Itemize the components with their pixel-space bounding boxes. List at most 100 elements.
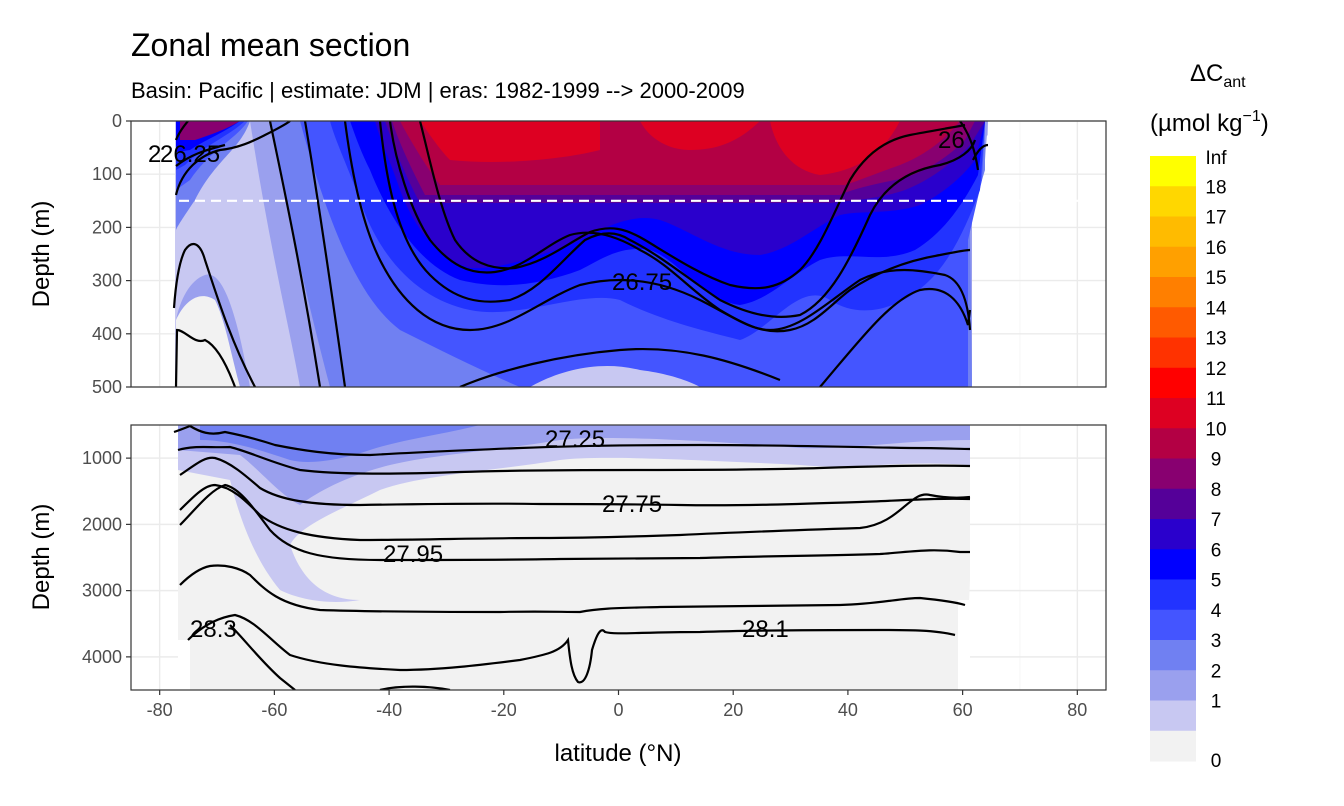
upper-isopycnals: [172, 121, 989, 387]
upper-isopycnal-13: [174, 121, 189, 141]
legend-swatch: [1150, 640, 1196, 671]
upper-y-tick-label: 400: [92, 324, 122, 344]
legend-swatch: [1150, 700, 1196, 732]
x-tick-label: -40: [376, 700, 402, 720]
legend-break-label: 4: [1211, 601, 1222, 622]
x-tick-label: 60: [953, 700, 973, 720]
chart-subtitle: Basin: Pacific | estimate: JDM | eras: 1…: [131, 78, 745, 103]
lower-band-1: [178, 425, 970, 602]
legend-swatch: [1150, 307, 1196, 338]
x-axis-title: latitude (°N): [555, 740, 682, 767]
lower-y-tick-label: 3000: [82, 581, 122, 601]
lower-isopycnal-7: [187, 613, 956, 684]
upper-isopycnal-12: [972, 143, 989, 161]
upper-panel-field: 2 26.25 26 26.75: [131, 121, 1106, 387]
lower-isopycnal-2: [177, 445, 971, 475]
legend-break-label: 0: [1211, 751, 1222, 772]
upper-isopycnal-14: [459, 347, 781, 387]
legend-break-label: 9: [1211, 450, 1222, 471]
legend-break-label: 5: [1211, 571, 1222, 592]
contour-label-upper-2: 26: [938, 127, 965, 154]
legend: ΔCant (µmol kg−1) Inf1817161514131211109…: [1150, 60, 1269, 772]
lower-isopycnal-3: [179, 456, 971, 507]
lower-y-axis-title: Depth (m): [28, 504, 55, 611]
contour-label-lower-1: 27.25: [545, 426, 605, 453]
upper-isopycnal-8: [388, 121, 971, 333]
legend-break-label: 15: [1205, 268, 1226, 289]
legend-swatch: [1150, 186, 1196, 217]
legend-swatch: [1150, 398, 1196, 429]
legend-swatch: [1150, 519, 1196, 550]
lower-right-white: [958, 600, 970, 690]
lower-band-3: [200, 425, 480, 462]
legend-break-label: 11: [1206, 389, 1226, 410]
lower-y-axis: 1000 2000 3000 4000: [82, 448, 131, 667]
legend-color-bar: [1150, 156, 1196, 762]
contour-label-lower-4: 28.3: [190, 616, 237, 643]
upper-isopycnal-5: [268, 121, 322, 387]
x-tick-label: -20: [491, 700, 517, 720]
upper-isopycnal-4: [175, 143, 226, 167]
legend-break-label: 16: [1205, 238, 1226, 259]
lower-isopycnal-9: [379, 685, 451, 690]
lower-isopycnal-8: [229, 624, 296, 690]
legend-swatch: [1150, 337, 1196, 369]
upper-band-11: [420, 121, 900, 175]
legend-break-label: 12: [1205, 359, 1226, 380]
legend-break-label: 1: [1211, 692, 1222, 713]
lower-isopycnals: [173, 425, 971, 690]
upper-isopycnal-11: [959, 121, 980, 171]
legend-swatch: [1150, 156, 1196, 187]
legend-swatch: [1150, 670, 1196, 701]
legend-swatch: [1150, 488, 1196, 520]
upper-y-axis-title: Depth (m): [28, 201, 55, 308]
lower-isopycnal-1: [173, 425, 971, 457]
legend-swatch: [1150, 549, 1196, 580]
upper-isopycnal-6: [303, 121, 347, 387]
contour-label-lower-2: 27.75: [602, 491, 662, 518]
legend-unit: (µmol kg−1): [1150, 108, 1269, 137]
legend-swatch: [1150, 609, 1196, 641]
x-tick-label: 40: [838, 700, 858, 720]
contour-label-lower-3: 27.95: [383, 541, 443, 568]
legend-break-label: 10: [1205, 419, 1226, 440]
legend-swatch: [1150, 579, 1196, 611]
upper-isopycnal-1: [172, 242, 256, 387]
x-tick-label: 80: [1067, 700, 1087, 720]
chart-title: Zonal mean section: [131, 27, 410, 63]
legend-break-label: 14: [1205, 298, 1227, 319]
upper-y-tick-label: 100: [92, 164, 122, 184]
contour-label-lower-5: 28.1: [742, 616, 789, 643]
legend-break-label: 7: [1211, 510, 1222, 531]
lower-y-tick-label: 4000: [82, 647, 122, 667]
legend-break-label: 17: [1205, 208, 1226, 229]
legend-title: ΔCant: [1190, 60, 1246, 91]
x-tick-label: 20: [723, 700, 743, 720]
upper-y-tick-label: 500: [92, 377, 122, 397]
legend-swatch: [1150, 216, 1196, 248]
lower-bottom-white-left: [178, 640, 190, 690]
lower-y-tick-label: 1000: [82, 448, 122, 468]
upper-isopycnal-2: [174, 328, 237, 387]
contour-label-upper-1: 26.25: [160, 141, 220, 168]
legend-swatch: [1150, 458, 1196, 490]
lower-y-tick-label: 2000: [82, 514, 122, 534]
lower-panel: 27.25 27.75 27.95 28.3 28.1: [130, 424, 1107, 691]
upper-isopycnal-10: [418, 121, 966, 290]
lower-isopycnal-5: [179, 483, 970, 562]
legend-swatch: [1150, 246, 1196, 278]
x-tick-label: -80: [147, 700, 173, 720]
upper-y-tick-label: 200: [92, 217, 122, 237]
upper-y-tick-label: 300: [92, 271, 122, 291]
x-tick-label: -60: [261, 700, 287, 720]
contour-label-upper-4: 2: [148, 141, 161, 168]
legend-break-label: 18: [1205, 177, 1226, 198]
lower-panel-field: 27.25 27.75 27.95 28.3 28.1: [173, 425, 971, 690]
legend-break-label: 13: [1205, 329, 1226, 350]
upper-panel-border: [130, 120, 1107, 388]
x-axis: -80 -60 -40 -20 0 20 40 60 80: [147, 690, 1087, 720]
legend-break-label: 3: [1211, 631, 1222, 652]
legend-break-label: 8: [1211, 480, 1222, 501]
legend-swatch: [1150, 367, 1196, 399]
